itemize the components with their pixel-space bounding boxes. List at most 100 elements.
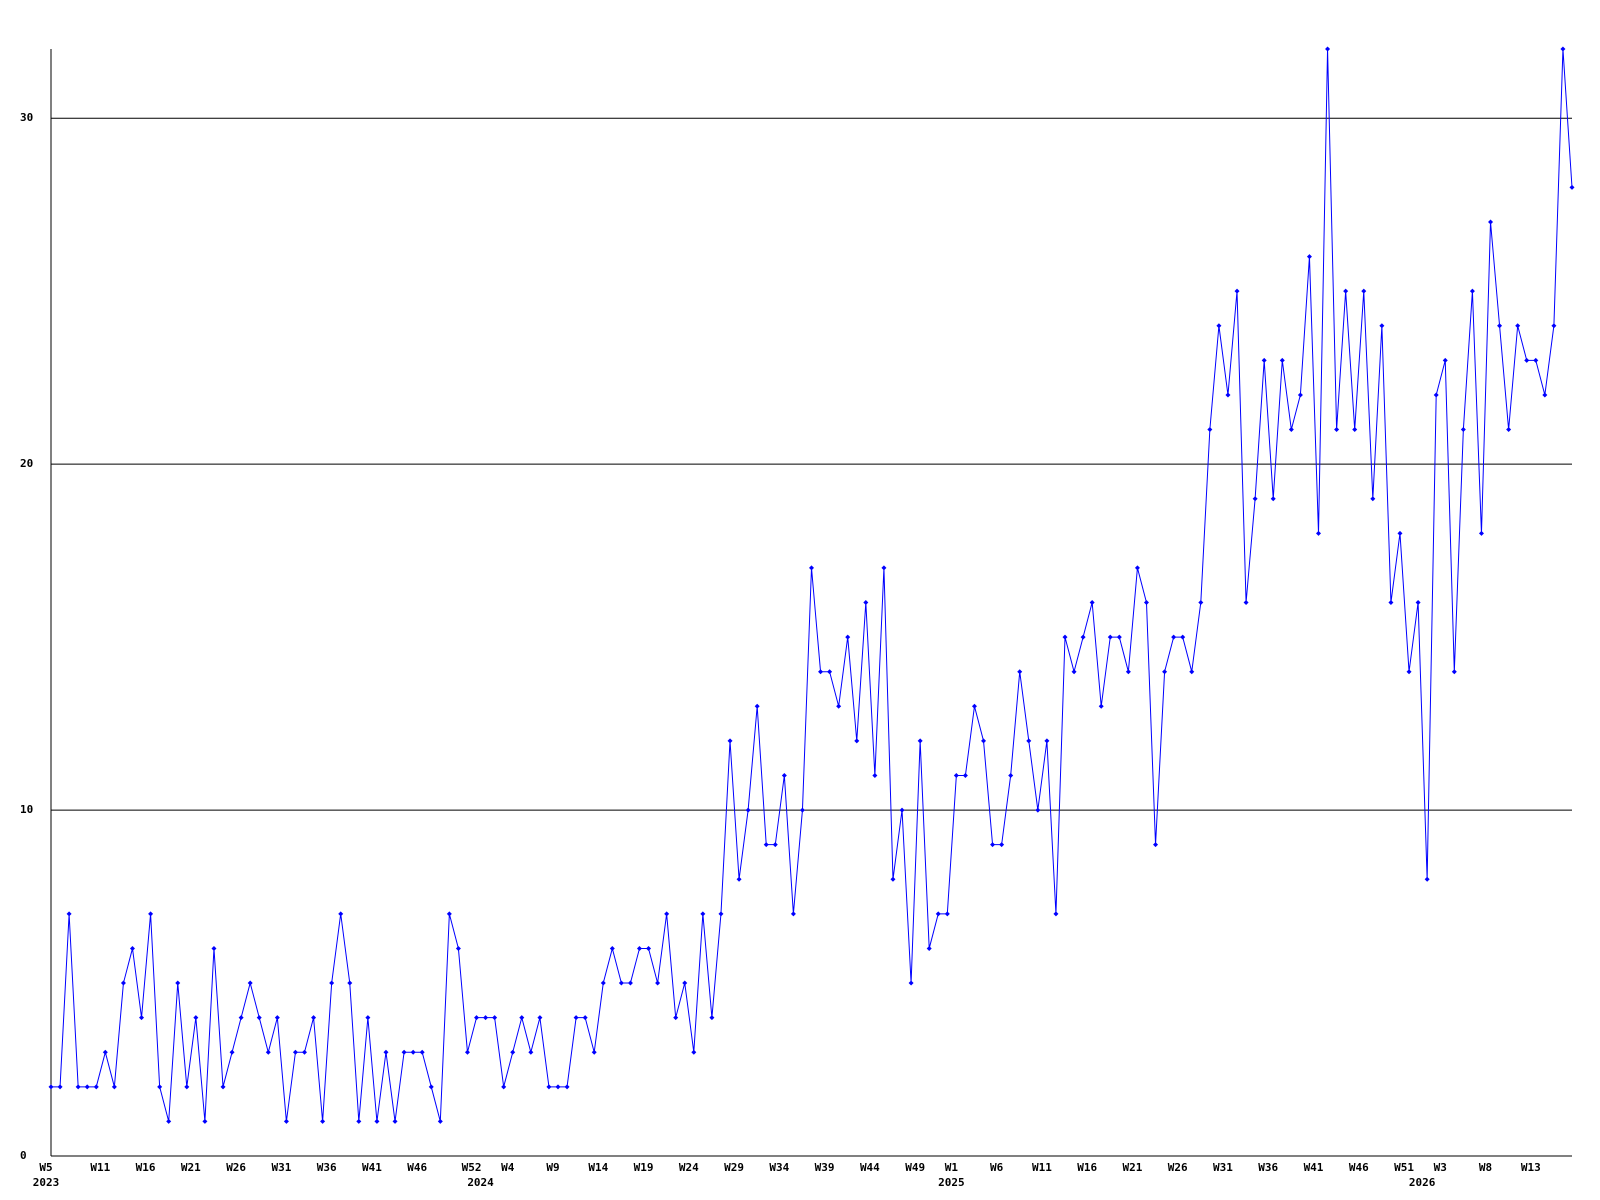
data-point <box>845 634 851 640</box>
data-point <box>627 980 633 986</box>
data-point <box>1433 392 1439 398</box>
data-point <box>437 1118 443 1124</box>
data-point <box>238 1015 244 1021</box>
data-point <box>1442 357 1448 363</box>
data-point <box>1415 600 1421 605</box>
x-year-label: 2025 <box>938 1176 965 1189</box>
data-point <box>953 772 959 778</box>
data-point <box>492 1015 498 1021</box>
data-point <box>555 1084 561 1090</box>
data-point <box>446 911 452 917</box>
data-point <box>872 772 878 778</box>
x-tick-label: W13 <box>1521 1161 1541 1174</box>
data-point <box>1243 600 1249 605</box>
x-tick-label: W9 <box>546 1161 559 1174</box>
data-point <box>338 911 344 917</box>
data-point <box>664 911 670 917</box>
x-tick-label: W14 <box>588 1161 608 1174</box>
x-year-label: 2026 <box>1409 1176 1436 1189</box>
data-point <box>790 911 796 917</box>
data-point <box>1352 427 1358 433</box>
data-point <box>1306 254 1312 260</box>
data-point <box>1089 600 1095 605</box>
data-point <box>1053 911 1059 917</box>
data-point <box>302 1049 307 1055</box>
data-point <box>1180 634 1186 640</box>
data-point <box>646 945 652 951</box>
x-year-label: 2024 <box>467 1176 494 1189</box>
data-point <box>1134 565 1140 571</box>
x-tick-label: W5 <box>39 1161 52 1174</box>
data-point <box>1171 634 1177 640</box>
data-point <box>401 1049 407 1055</box>
y-tick-label: 10 <box>20 803 33 816</box>
data-point <box>709 1015 715 1021</box>
data-point <box>691 1049 697 1055</box>
data-point <box>1216 323 1222 329</box>
x-tick-label: W41 <box>1304 1161 1324 1174</box>
data-point <box>1379 323 1385 329</box>
data-point <box>1361 288 1367 294</box>
data-point <box>175 980 181 986</box>
data-point <box>772 842 778 848</box>
data-point <box>1162 669 1168 675</box>
x-tick-label: W36 <box>317 1161 337 1174</box>
data-point <box>365 1015 371 1021</box>
data-point <box>139 1015 145 1021</box>
data-point <box>1551 323 1557 329</box>
data-point <box>356 1118 362 1124</box>
data-point <box>1388 600 1394 605</box>
data-point <box>419 1049 425 1055</box>
data-point <box>1343 288 1349 294</box>
data-point <box>1524 357 1530 363</box>
data-point <box>1098 703 1104 709</box>
data-point <box>655 980 661 986</box>
data-point <box>618 980 624 986</box>
data-point <box>1107 634 1113 640</box>
data-point <box>1497 323 1503 329</box>
data-point <box>1569 184 1575 190</box>
data-point <box>600 980 606 986</box>
data-point <box>1116 634 1122 640</box>
data-point <box>1460 427 1466 433</box>
data-point <box>229 1049 235 1055</box>
data-point <box>320 1118 326 1124</box>
data-point <box>66 911 72 917</box>
data-point <box>455 945 461 951</box>
x-tick-label: W31 <box>1213 1161 1233 1174</box>
data-point <box>781 772 787 778</box>
data-point <box>1397 530 1403 536</box>
data-point <box>1080 634 1086 640</box>
x-tick-label: W21 <box>181 1161 201 1174</box>
data-point <box>591 1049 597 1055</box>
data-point <box>1316 530 1321 536</box>
data-point <box>926 945 932 951</box>
x-tick-label: W21 <box>1122 1161 1142 1174</box>
data-point <box>999 842 1005 848</box>
data-point <box>673 1015 679 1021</box>
data-point <box>700 911 706 917</box>
data-point <box>1062 634 1068 640</box>
data-point <box>990 842 996 848</box>
data-point <box>347 980 353 986</box>
data-point <box>944 911 950 917</box>
data-point <box>1451 669 1457 675</box>
data-point <box>1424 876 1430 882</box>
x-tick-label: W44 <box>860 1161 880 1174</box>
data-point <box>75 1084 81 1090</box>
data-point <box>564 1084 570 1090</box>
x-tick-label: W26 <box>226 1161 246 1174</box>
data-point <box>374 1118 380 1124</box>
data-point <box>1189 669 1195 675</box>
data-point <box>1515 323 1521 329</box>
data-point <box>763 842 769 848</box>
data-point <box>1207 427 1213 433</box>
data-point <box>1488 219 1494 225</box>
data-point <box>1035 807 1041 813</box>
x-tick-label: W24 <box>679 1161 699 1174</box>
data-point <box>501 1084 507 1090</box>
data-point <box>428 1084 434 1090</box>
data-point <box>582 1015 588 1021</box>
data-point <box>981 738 987 744</box>
